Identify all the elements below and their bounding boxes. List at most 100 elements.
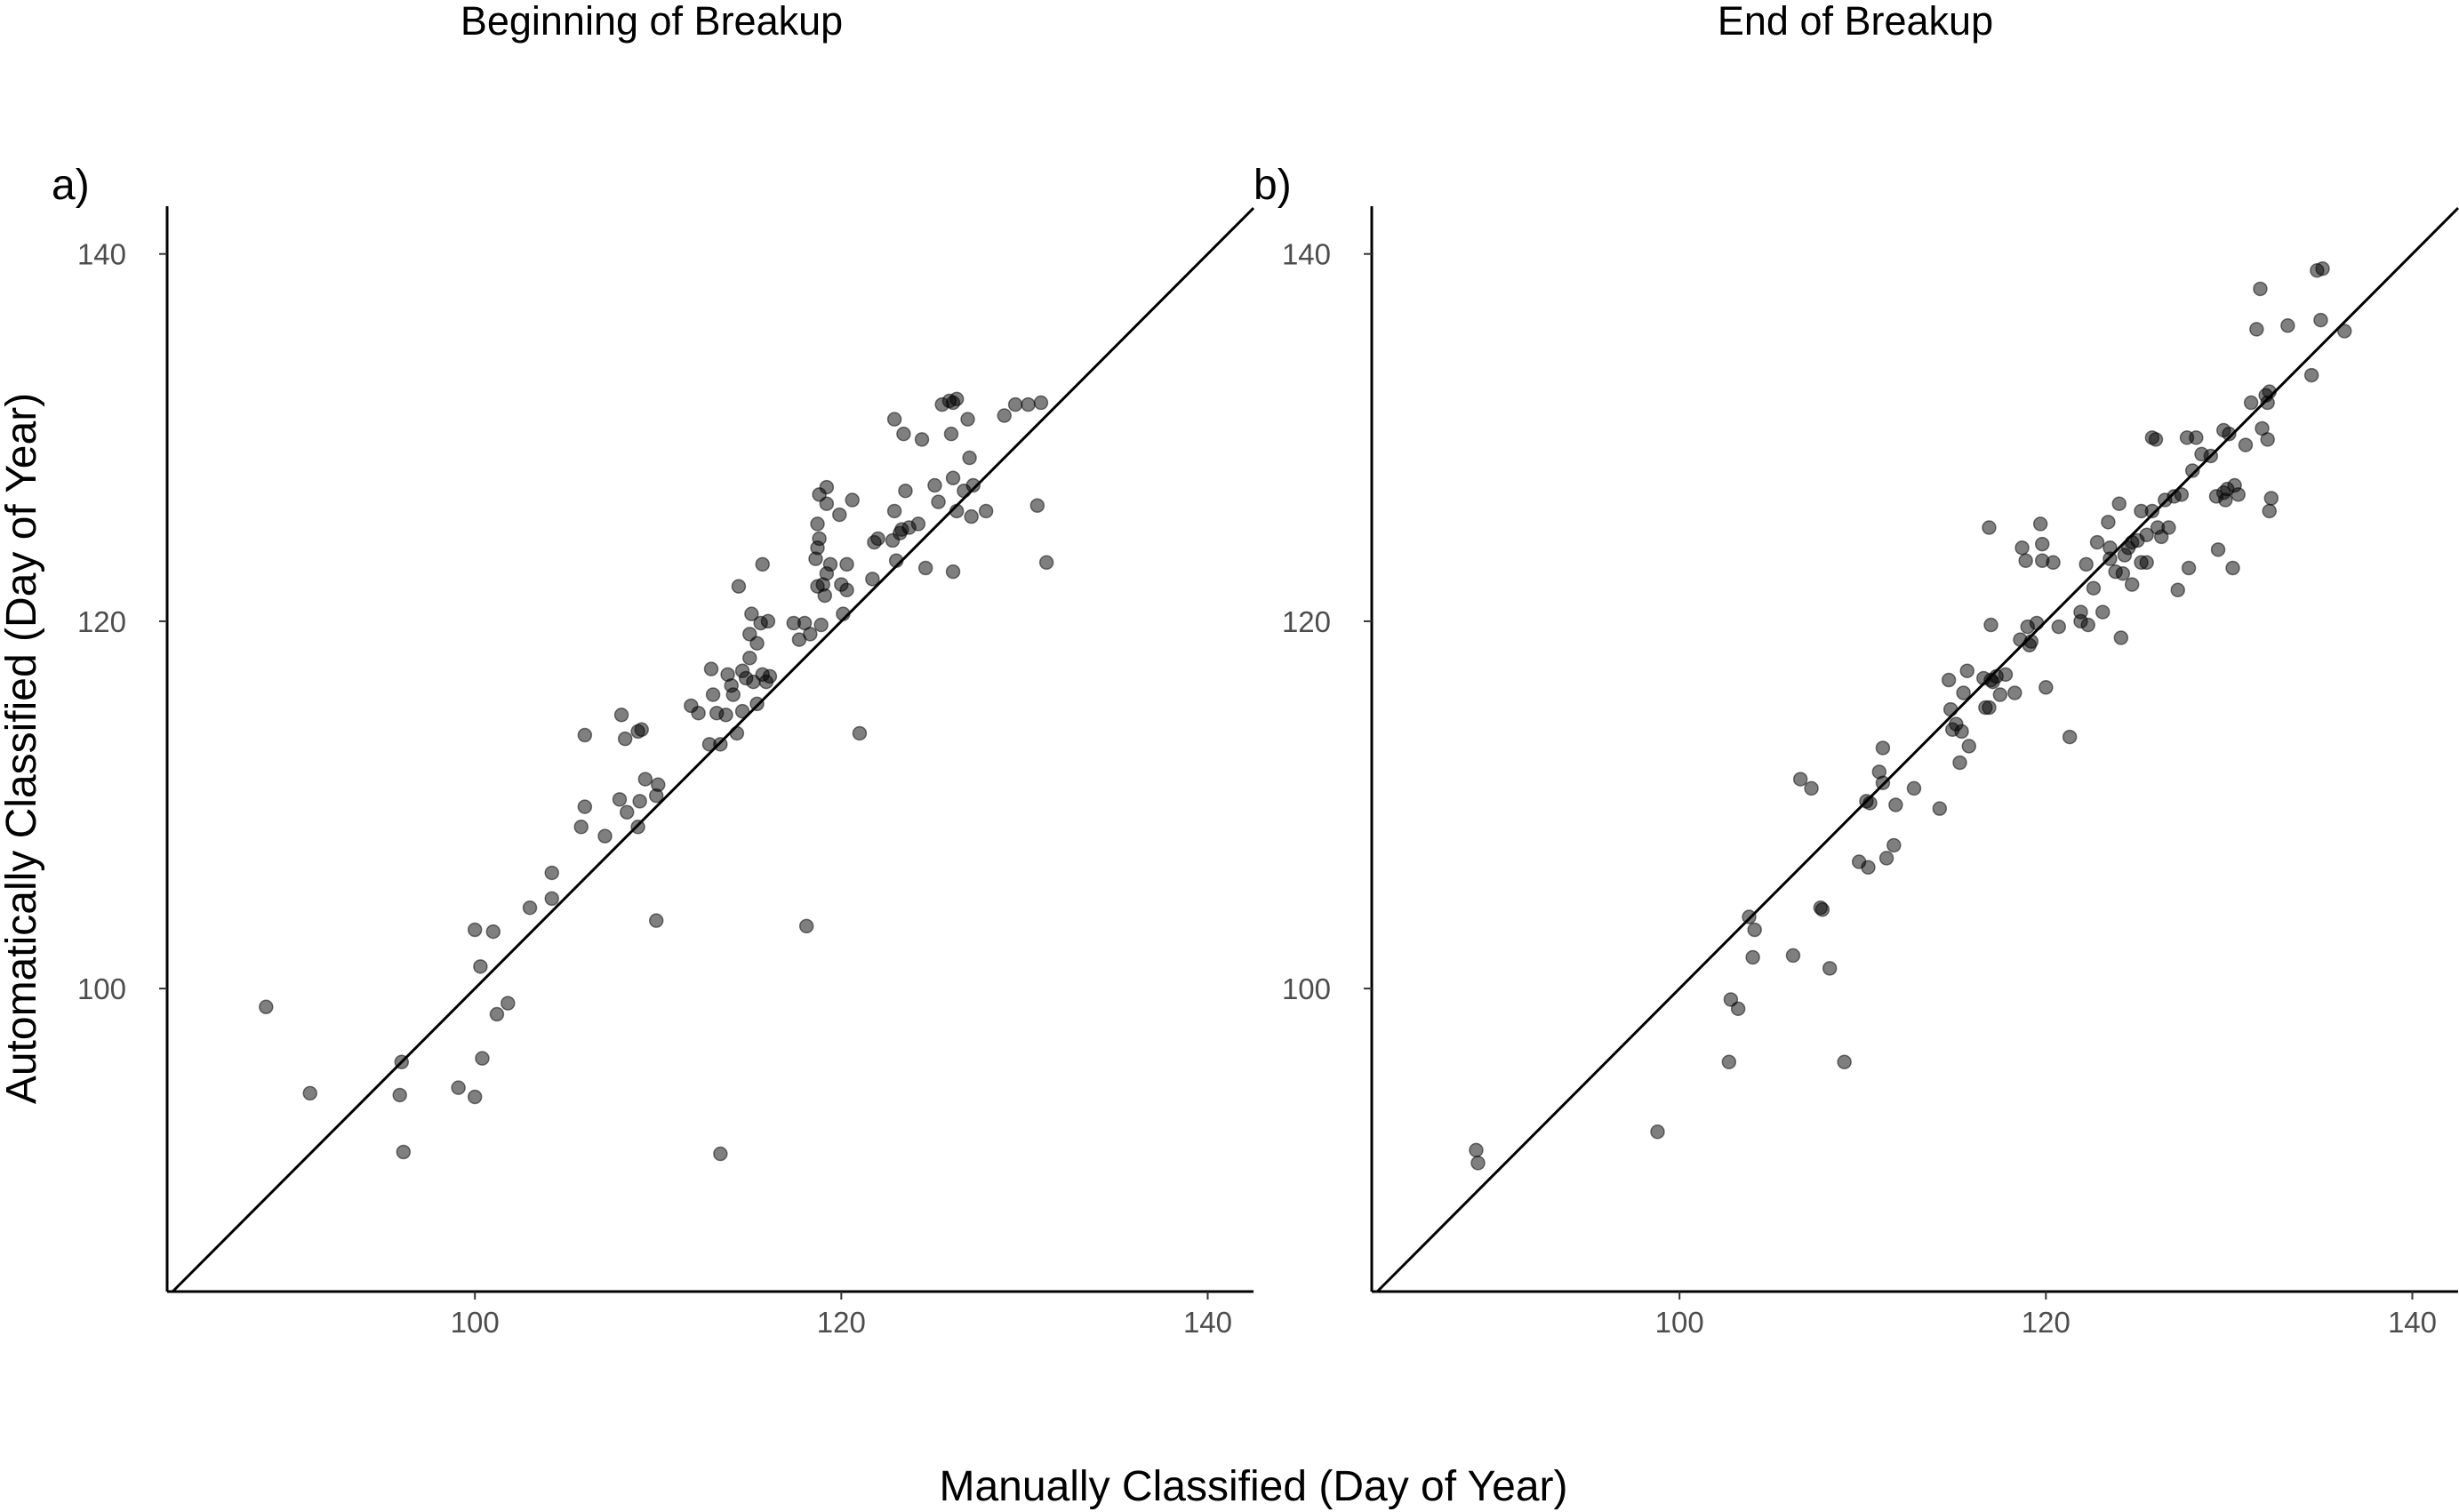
panel-a-data-point — [886, 412, 902, 427]
panel-a-data-point — [949, 391, 965, 407]
panel-b-data-point — [2184, 463, 2200, 478]
panel-a-data-point — [760, 613, 776, 629]
panel-a-data-point — [648, 913, 664, 928]
panel-a-data-point — [597, 828, 613, 844]
panel-b-data-point — [2115, 565, 2131, 581]
panel-b-data-point — [1747, 922, 1762, 938]
panel-a-tag: a) — [52, 162, 90, 209]
panel-a-data-point — [1033, 395, 1049, 411]
panel-b-data-point — [2181, 560, 2197, 576]
panel-b-y-tick-label: 140 — [1282, 238, 1331, 271]
panel-b-identity-line — [1376, 207, 2459, 1293]
panel-b-data-point — [1998, 667, 2014, 683]
panel-a-data-point — [501, 996, 516, 1011]
panel-a-x-tick-label: 120 — [817, 1306, 866, 1339]
panel-b-points — [1469, 260, 2352, 1171]
panel-b-data-point — [1941, 672, 1957, 688]
panel-b-data-point — [1952, 755, 1967, 771]
panel-a-data-point — [713, 1146, 728, 1162]
panel-b-ticks: 100 120 140 100 120 140 — [1282, 238, 2437, 1339]
panel-a-data-point — [473, 959, 488, 974]
panel-b-data-point — [2095, 604, 2111, 620]
panel-b-data-point — [1875, 775, 1891, 790]
panel-a-data-point — [896, 426, 911, 442]
panel-a-data-point — [910, 516, 926, 532]
panel-a-data-point — [573, 820, 589, 835]
panel-a-data-point — [1007, 396, 1023, 412]
panel-b-data-point — [1650, 1124, 1665, 1140]
panel-a-data-point — [978, 503, 994, 519]
panel-a-data-point — [651, 777, 666, 793]
panel-a-data-point — [798, 918, 814, 934]
panel-a-data-point — [577, 799, 593, 814]
panel-b-data-point — [2189, 430, 2204, 445]
panel-b-data-point — [1992, 687, 2008, 702]
panel-b-data-point — [2222, 426, 2237, 442]
panel-a-x-tick-label: 100 — [451, 1306, 500, 1339]
panel-b-data-point — [2124, 577, 2140, 592]
panel-a-data-point — [691, 705, 706, 721]
panel-b-data-point — [1942, 701, 1958, 717]
panel-b-data-point — [1888, 797, 1903, 812]
panel-a-data-point — [810, 516, 825, 532]
panel-a-points — [259, 391, 1054, 1162]
panel-a-data-point — [451, 1080, 466, 1095]
panel-a-data-point — [914, 432, 930, 447]
panel-a-data-point — [822, 556, 838, 572]
panel-b-data-point — [2231, 487, 2246, 502]
panel-a-data-point — [467, 922, 483, 938]
panel-a-data-point — [945, 564, 961, 580]
panel-a-data-point — [467, 1089, 483, 1105]
panel-b-data-point — [2007, 685, 2022, 700]
panel-b-data-point — [1983, 617, 1998, 633]
panel-b-data-point — [2046, 555, 2061, 571]
panel-a-data-point — [819, 496, 835, 511]
panel-b-y-tick-label: 120 — [1282, 605, 1331, 638]
panel-b-data-point — [2062, 729, 2078, 745]
panel-b-data-point — [1954, 724, 1969, 740]
panel-b-data-point — [2260, 395, 2275, 411]
panel-a-ticks: 100 120 140 100 120 140 — [77, 238, 1232, 1339]
panel-a-data-point — [1029, 498, 1045, 514]
panel-b-data-point — [2210, 542, 2226, 557]
panel-b-data-point — [2280, 318, 2295, 333]
panel-a-data-point — [1021, 396, 1036, 412]
panel-b-x-tick-label: 140 — [2388, 1306, 2437, 1339]
y-axis-title: Automatically Classified (Day of Year) — [0, 393, 45, 1104]
panel-b-data-point — [1961, 739, 1977, 754]
panel-a-data-point — [725, 687, 741, 702]
panel-b-data-point — [1878, 851, 1894, 866]
panel-b-data-point — [1721, 1054, 1737, 1070]
panel-b-data-point — [2079, 556, 2094, 572]
panel-a-data-point — [630, 820, 645, 835]
panel-b-data-point — [1932, 801, 1948, 816]
panel-a-data-point — [632, 794, 647, 809]
panel-a-x-tick-label: 140 — [1183, 1306, 1232, 1339]
panel-a-data-point — [718, 708, 733, 723]
panel-b-data-point — [1792, 772, 1808, 787]
panel-a-data-point — [612, 792, 628, 807]
panel-b-data-point — [2018, 553, 2033, 568]
panel-a-data-point — [302, 1085, 317, 1101]
panel-a-data-point — [898, 483, 913, 499]
panel-b-data-point — [2014, 540, 2030, 556]
panel-a-data-point — [931, 494, 946, 509]
panel-a-data-point — [852, 725, 868, 741]
panel-a-data-point — [729, 725, 745, 741]
panel-b-title: End of Breakup — [1718, 0, 1993, 44]
panel-b-data-point — [2161, 520, 2176, 535]
panel-a-data-point — [813, 617, 829, 633]
panel-b-data-point — [1875, 740, 1891, 756]
panel-a-data-point — [960, 412, 975, 427]
panel-b-data-point — [2038, 680, 2054, 695]
panel-b-data-point — [1862, 796, 1878, 811]
panel-b-data-point — [1822, 961, 1838, 976]
panel-b-data-point — [2051, 619, 2067, 635]
panel-b-data-point — [2144, 503, 2160, 519]
panel-a-data-point — [819, 479, 835, 495]
panel-a-data-point — [949, 503, 965, 519]
panel-a-data-point — [886, 503, 902, 519]
panel-b-x-tick-label: 120 — [2022, 1306, 2071, 1339]
panel-a-data-point — [734, 703, 750, 719]
panel-a-data-point — [259, 999, 274, 1015]
